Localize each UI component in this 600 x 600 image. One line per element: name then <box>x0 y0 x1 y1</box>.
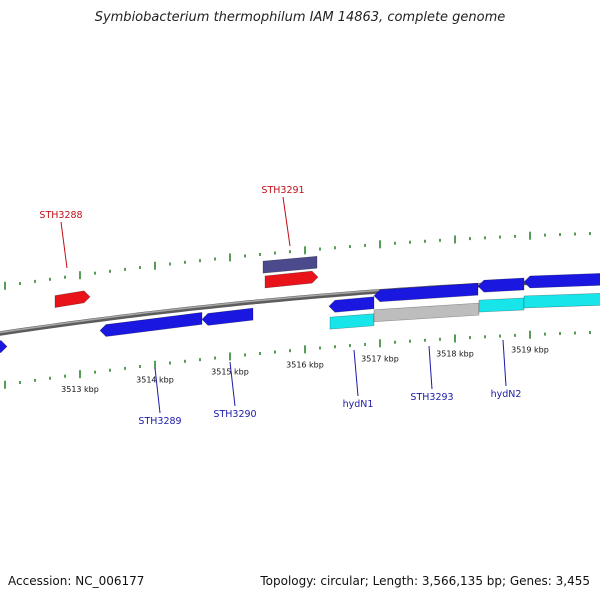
scale-tick-label: 3518 kbp <box>436 349 474 358</box>
gene-label-leader <box>502 339 507 387</box>
gene-label-hydn1[interactable]: hydN1 <box>343 399 374 410</box>
gene-label-leader <box>229 361 236 407</box>
gene-arrow-sth3293[interactable] <box>373 282 479 303</box>
gene-label-leader <box>282 196 291 247</box>
gene-arrow-sth3288[interactable] <box>54 290 91 308</box>
genome-title: Symbiobacterium thermophilum IAM 14863, … <box>94 10 506 25</box>
gene-label-sth3291[interactable]: STH3291 <box>261 185 304 196</box>
gene-arrow-sth3291-region[interactable] <box>262 255 318 274</box>
cds-bar-right[interactable] <box>523 293 600 309</box>
gene-label-sth3289[interactable]: STH3289 <box>138 416 181 427</box>
gene-label-leader <box>60 221 68 269</box>
genome-summary: Topology: circular; Length: 3,566,135 bp… <box>260 574 590 588</box>
gene-label-sth3288[interactable]: STH3288 <box>39 210 82 221</box>
cds-bar-hydn2[interactable] <box>478 297 525 313</box>
gene-arrow-right-partial[interactable] <box>523 273 600 289</box>
scale-tick-label: 3516 kbp <box>286 360 324 369</box>
gene-label-sth3293[interactable]: STH3293 <box>410 392 453 403</box>
gene-arrow-left-partial[interactable] <box>0 340 8 355</box>
scale-tick-label: 3517 kbp <box>361 354 399 363</box>
gene-arrow-sth3291[interactable] <box>264 270 319 289</box>
scale-tick-label: 3519 kbp <box>511 346 549 355</box>
gene-label-hydn2[interactable]: hydN2 <box>491 389 522 400</box>
scale-tick-label: 3514 kbp <box>136 376 174 385</box>
gene-arrow-sth3290[interactable] <box>201 307 254 326</box>
scale-tick-label: 3515 kbp <box>211 367 249 376</box>
gene-arrow-sth3289[interactable] <box>99 312 203 337</box>
gene-label-leader <box>154 367 161 414</box>
accession-label: Accession: NC_006177 <box>8 574 145 588</box>
gene-label-leader <box>428 345 433 390</box>
gene-label-sth3290[interactable]: STH3290 <box>213 409 256 420</box>
gene-label-leader <box>353 349 359 397</box>
scale-tick-label: 3513 kbp <box>61 385 99 394</box>
gene-arrow-hydn2[interactable] <box>477 277 525 293</box>
gene-arrow-hydn1[interactable] <box>328 296 375 313</box>
cds-bar-sth3293[interactable] <box>373 302 480 323</box>
cds-bar-hydn1[interactable] <box>329 313 375 330</box>
